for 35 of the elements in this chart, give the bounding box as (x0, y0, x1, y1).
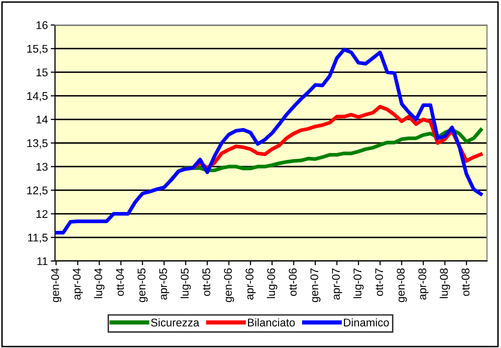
x-tick-label: ott-07 (375, 268, 384, 296)
legend-label: Dinamico (344, 318, 389, 326)
y-tick-label: 12 (36, 210, 48, 218)
y-tick-label: 16 (36, 21, 48, 30)
x-tick-label: lug-08 (440, 268, 450, 298)
x-tick-label: ott-04 (116, 268, 124, 296)
x-tick-label: apr-05 (159, 268, 170, 300)
y-tick-label: 15 (36, 68, 48, 76)
x-tick-label: ott-06 (288, 268, 297, 296)
y-tick-label: 11,5 (28, 234, 48, 243)
x-tick-label: apr-08 (418, 268, 428, 300)
x-tick-label: lug-04 (94, 268, 104, 298)
x-tick-label: gen-04 (51, 268, 62, 302)
y-tick-label: 14,5 (27, 92, 48, 102)
x-tick-label: ott-05 (202, 268, 210, 296)
y-tick-label: 15,5 (27, 44, 48, 54)
legend-label: Sicurezza (151, 318, 200, 326)
x-tick-label: ott-08 (462, 268, 470, 296)
y-tick-label: 11 (37, 257, 48, 266)
x-tick-label: apr-04 (72, 268, 83, 300)
x-tick-label: apr-07 (332, 268, 342, 300)
x-tick-label: gen-07 (310, 268, 320, 302)
x-tick-label: lug-06 (266, 268, 278, 298)
legend-label: Bilanciato (248, 318, 295, 326)
x-tick-label: apr-06 (246, 268, 256, 300)
y-tick-label: 14 (36, 116, 48, 124)
line-series (55, 48, 483, 234)
x-tick-label: lug-05 (180, 268, 191, 298)
x-tick-label: gen-08 (396, 268, 407, 302)
x-tick-label: gen-06 (224, 268, 234, 302)
y-tick-label: 13 (36, 162, 48, 171)
x-tick-label: lug-07 (353, 268, 364, 298)
x-tick-label: gen-05 (138, 268, 148, 302)
y-tick-label: 13,5 (27, 139, 48, 148)
y-tick-label: 12,5 (27, 186, 48, 196)
